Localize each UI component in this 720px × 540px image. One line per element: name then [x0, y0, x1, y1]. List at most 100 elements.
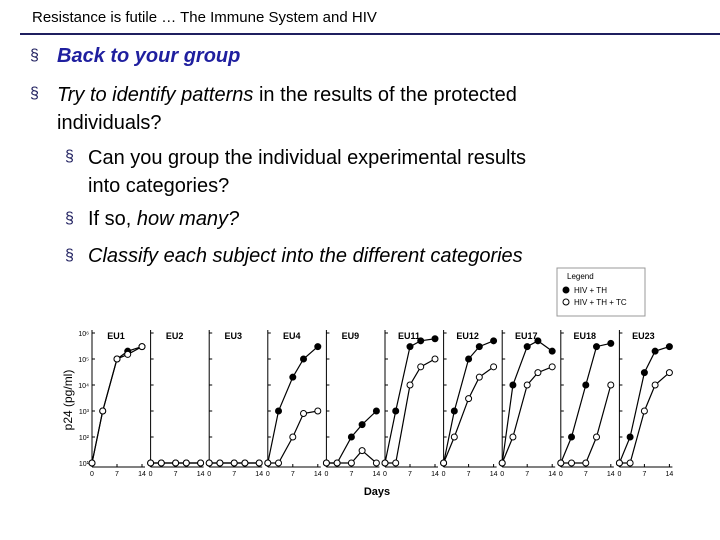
x-tick-label: 14: [490, 471, 498, 478]
bullet-text: how many?: [136, 208, 240, 230]
x-tick-label: 7: [525, 471, 529, 478]
data-point: [509, 381, 517, 389]
x-tick-label: 14: [548, 471, 556, 478]
data-point: [289, 373, 297, 381]
data-point: [450, 407, 458, 415]
series-line: [267, 346, 319, 464]
x-tick-label: 0: [442, 471, 446, 478]
y-tick-label: 10²: [79, 435, 90, 442]
data-point: [241, 459, 249, 467]
x-tick-label: 0: [559, 471, 563, 478]
data-point: [205, 459, 213, 467]
data-point: [417, 337, 425, 345]
x-tick-label: 0: [90, 471, 94, 478]
series-line: [91, 346, 143, 464]
bullet-text: Try to identify patterns: [57, 84, 254, 106]
data-point: [490, 337, 498, 345]
x-tick-label: 14: [666, 471, 674, 478]
data-point: [523, 343, 531, 351]
panel-label: EU18: [574, 331, 597, 341]
data-point: [230, 459, 238, 467]
data-point: [333, 459, 341, 467]
data-point: [640, 369, 648, 377]
data-point: [465, 355, 473, 363]
legend-marker: [562, 286, 570, 294]
bullet-marker: §: [30, 85, 39, 102]
panel-label: EU9: [342, 331, 360, 341]
bullet-marker: §: [65, 148, 74, 165]
data-point: [347, 433, 355, 441]
data-point: [216, 459, 224, 467]
data-point: [113, 355, 121, 363]
data-point: [607, 381, 615, 389]
bullet-marker: §: [65, 247, 74, 264]
x-tick-label: 0: [266, 471, 270, 478]
x-tick-label: 0: [617, 471, 621, 478]
bullet-marker: §: [30, 47, 39, 64]
series-line: [619, 372, 670, 464]
data-point: [406, 381, 414, 389]
data-point: [392, 407, 400, 415]
data-point: [548, 363, 556, 371]
panel-label: EU11: [398, 331, 420, 341]
data-point: [381, 459, 389, 467]
data-point: [626, 433, 634, 441]
bullet-marker: §: [65, 210, 74, 227]
x-tick-label: 0: [207, 471, 211, 478]
data-point: [557, 459, 565, 467]
x-tick-label: 14: [431, 471, 439, 478]
data-point: [440, 459, 448, 467]
data-point: [593, 343, 601, 351]
title-rule: [20, 33, 720, 35]
y-tick-label: 10¹: [79, 461, 90, 468]
data-point: [275, 407, 283, 415]
data-point: [548, 347, 556, 355]
y-axis-label: p24 (pg/ml): [61, 370, 75, 431]
legend-label: HIV + TH: [574, 286, 607, 295]
series-line: [384, 338, 436, 464]
data-point: [523, 381, 531, 389]
legend-box: [556, 267, 646, 317]
x-tick-label: 0: [324, 471, 328, 478]
data-point: [626, 459, 634, 467]
data-point: [289, 433, 297, 441]
data-point: [431, 355, 439, 363]
series-line: [560, 384, 612, 464]
data-point: [406, 343, 414, 351]
data-point: [300, 410, 308, 418]
data-point: [475, 373, 483, 381]
data-point: [568, 459, 576, 467]
data-point: [255, 459, 263, 467]
data-point: [88, 459, 96, 467]
x-tick-label: 14: [197, 471, 205, 478]
data-point: [509, 433, 517, 441]
x-tick-label: 7: [232, 471, 236, 478]
data-point: [534, 337, 542, 345]
data-point: [465, 395, 473, 403]
data-point: [568, 433, 576, 441]
data-point: [275, 459, 283, 467]
x-tick-label: 0: [149, 471, 153, 478]
data-point: [582, 381, 590, 389]
data-point: [431, 335, 439, 343]
data-point: [475, 343, 483, 351]
data-point: [358, 421, 366, 429]
data-point: [138, 343, 146, 351]
panel-label: EU3: [224, 331, 242, 341]
series-line: [560, 342, 611, 464]
x-tick-label: 7: [174, 471, 178, 478]
series-line: [618, 346, 670, 464]
data-point: [372, 459, 380, 467]
data-point: [358, 447, 366, 455]
x-tick-label: 0: [500, 471, 504, 478]
x-tick-label: 14: [607, 471, 615, 478]
x-axis-label: Days: [364, 486, 390, 498]
series-line: [443, 366, 494, 464]
bullet-text: Can you group the individual experimenta…: [88, 147, 527, 197]
x-tick-label: 14: [373, 471, 381, 478]
y-tick-label: 10⁵: [78, 357, 89, 364]
data-point: [665, 369, 673, 377]
data-point: [157, 459, 165, 467]
data-point: [314, 343, 322, 351]
